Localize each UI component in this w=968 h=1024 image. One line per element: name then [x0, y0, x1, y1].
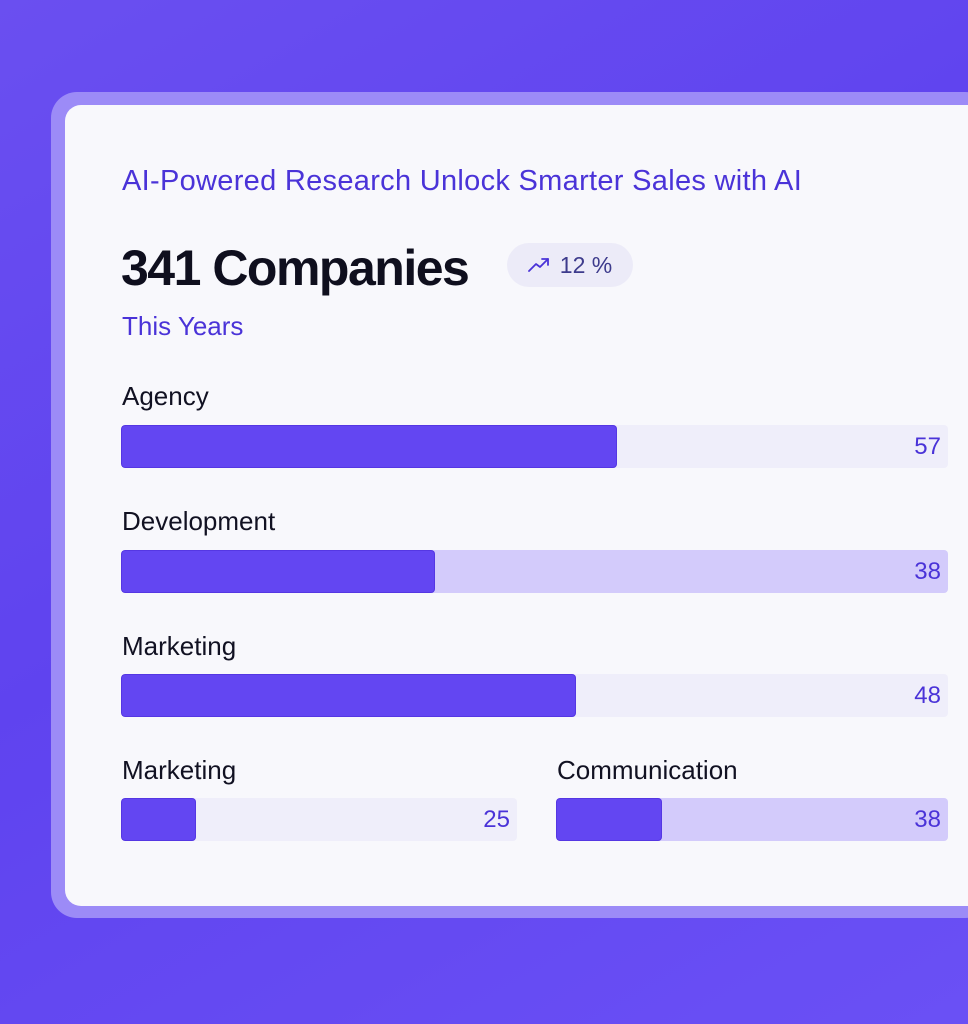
progress-track-marketing: 48 — [121, 674, 948, 717]
progress-fill-marketing-small — [121, 798, 197, 841]
progress-value-marketing-small: 25 — [483, 805, 510, 833]
category-label-marketing-small: Marketing — [122, 755, 237, 785]
progress-value-agency: 57 — [914, 432, 941, 460]
progress-value-marketing: 48 — [914, 681, 941, 709]
progress-fill-development — [121, 550, 436, 593]
progress-value-communication: 38 — [914, 805, 941, 833]
category-label-agency: Agency — [122, 381, 209, 411]
progress-track-development: 38 — [121, 550, 948, 593]
progress-track-communication: 38 — [556, 798, 948, 841]
category-label-communication: Communication — [557, 755, 738, 785]
stats-card: AI-Powered Research Unlock Smarter Sales… — [65, 105, 968, 906]
progress-fill-agency — [121, 425, 618, 468]
category-label-development: Development — [122, 506, 276, 536]
progress-fill-marketing — [121, 674, 576, 717]
trend-percent: 12 % — [559, 251, 613, 278]
trend-up-icon — [527, 257, 550, 273]
category-label-marketing: Marketing — [122, 631, 237, 661]
progress-track-agency: 57 — [121, 425, 948, 468]
progress-value-development: 38 — [914, 557, 941, 585]
trend-badge: 12 % — [507, 243, 633, 287]
card-headline: AI-Powered Research Unlock Smarter Sales… — [122, 165, 803, 197]
progress-track-marketing-small: 25 — [121, 798, 517, 841]
period-label: This Years — [122, 311, 244, 341]
progress-fill-communication — [556, 798, 662, 841]
company-count: 341 Companies — [121, 240, 470, 296]
